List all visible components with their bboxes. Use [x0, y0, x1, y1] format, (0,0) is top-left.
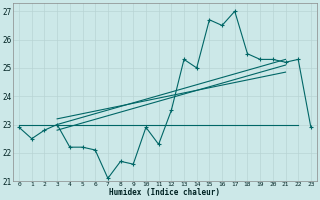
X-axis label: Humidex (Indice chaleur): Humidex (Indice chaleur): [109, 188, 220, 197]
